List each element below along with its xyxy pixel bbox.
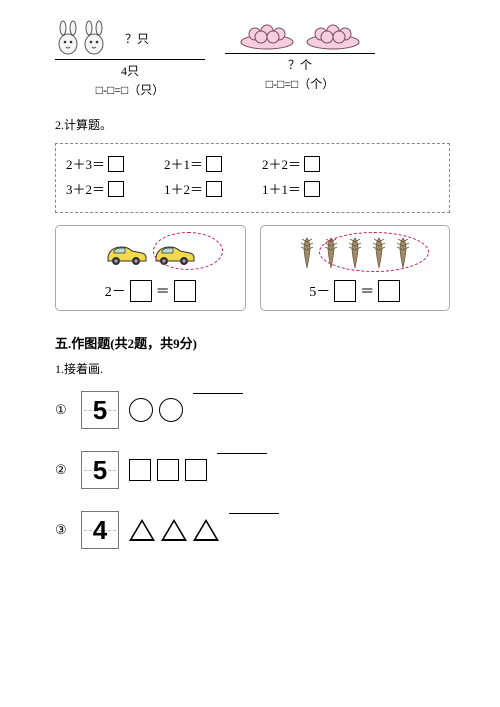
bowl-expr: □-□=□（个）	[266, 75, 335, 92]
top-panel: ？只 4只 □-□=□（只）	[55, 20, 450, 98]
bunny-expr: □-□=□（只）	[96, 81, 165, 98]
shapes	[129, 459, 207, 481]
equation-grid: 2＋3＝ 3＋2＝ 2＋1＝ 1＋2＝ 2＋2＝ 1＋1＝	[66, 154, 439, 198]
number-tile: 4	[81, 511, 119, 549]
eq-text: 1＋2＝	[164, 179, 203, 198]
bowl-icon	[237, 20, 297, 50]
draw-row: ① 5	[55, 391, 450, 429]
number-tile: 5	[81, 391, 119, 429]
worksheet-page: ？只 4只 □-□=□（只）	[0, 0, 500, 707]
answer-box[interactable]	[174, 280, 196, 302]
bunny-total: 4只	[121, 62, 139, 79]
triangle-icon	[129, 519, 155, 541]
answer-box[interactable]	[304, 181, 320, 197]
answer-box[interactable]	[334, 280, 356, 302]
car-box: 2－ ＝	[55, 225, 246, 311]
car-eq: 2－ ＝	[105, 280, 196, 302]
row-num: ③	[55, 522, 71, 538]
bunny-icon	[55, 20, 81, 56]
row-num: ②	[55, 462, 71, 478]
draw-row: ② 5	[55, 451, 450, 489]
draw-row: ③ 4	[55, 511, 450, 549]
eq-text: 3＋2＝	[66, 179, 105, 198]
equals-sign: ＝	[360, 281, 374, 301]
wheat-box: 5－ ＝	[260, 225, 451, 311]
picture-row: 2－ ＝ 5－ ＝	[55, 225, 450, 311]
answer-box[interactable]	[304, 156, 320, 172]
underline	[225, 50, 375, 54]
answer-box[interactable]	[206, 181, 222, 197]
equation: 2＋2＝	[262, 154, 320, 173]
eq-text: 2＋2＝	[262, 154, 301, 173]
answer-box[interactable]	[206, 156, 222, 172]
dashed-oval	[153, 232, 223, 270]
eq-col: 2＋3＝ 3＋2＝	[66, 154, 124, 198]
answer-box[interactable]	[378, 280, 400, 302]
wheat-eq: 5－ ＝	[309, 280, 400, 302]
answer-box[interactable]	[108, 156, 124, 172]
answer-box[interactable]	[108, 181, 124, 197]
equation-box: 2＋3＝ 3＋2＝ 2＋1＝ 1＋2＝ 2＋2＝ 1＋1＝	[55, 143, 450, 213]
eq-text: 2＋3＝	[66, 154, 105, 173]
calc-heading: 2.计算题。	[55, 116, 450, 133]
equation: 1＋2＝	[164, 179, 222, 198]
equation: 3＋2＝	[66, 179, 124, 198]
eq-text: 5－	[309, 281, 330, 301]
equals-sign: ＝	[156, 281, 170, 301]
shapes	[129, 519, 219, 541]
bunny-group	[55, 20, 107, 56]
bunny-icon	[81, 20, 107, 56]
circle-icon	[159, 398, 183, 422]
square-icon	[185, 459, 207, 481]
number-tile: 5	[81, 451, 119, 489]
row-num: ①	[55, 402, 71, 418]
bunny-q-label: ？只	[125, 30, 149, 47]
eq-text: 2＋1＝	[164, 154, 203, 173]
eq-col: 2＋2＝ 1＋1＝	[262, 154, 320, 198]
eq-text: 2－	[105, 281, 126, 301]
continue-line[interactable]	[217, 453, 267, 454]
equation: 2＋3＝	[66, 154, 124, 173]
section5-title: 五.作图题(共2题，共9分)	[55, 333, 450, 352]
equation: 1＋1＝	[262, 179, 320, 198]
square-icon	[129, 459, 151, 481]
eq-col: 2＋1＝ 1＋2＝	[164, 154, 222, 198]
wheat-icon	[296, 236, 318, 270]
bunny-block: ？只 4只 □-□=□（只）	[55, 20, 205, 98]
bowl-q-label: ？个	[288, 56, 312, 73]
answer-box[interactable]	[130, 280, 152, 302]
dashed-oval	[319, 232, 429, 272]
underline	[55, 56, 205, 60]
bowl-icon	[303, 20, 363, 50]
continue-line[interactable]	[193, 393, 243, 394]
section5-sub: 1.接着画.	[55, 360, 450, 377]
square-icon	[157, 459, 179, 481]
car-icon	[104, 239, 148, 267]
triangle-icon	[161, 519, 187, 541]
equation: 2＋1＝	[164, 154, 222, 173]
bowl-block: ？个 □-□=□（个）	[225, 20, 375, 98]
shapes	[129, 398, 183, 422]
circle-icon	[129, 398, 153, 422]
eq-text: 1＋1＝	[262, 179, 301, 198]
triangle-icon	[193, 519, 219, 541]
continue-line[interactable]	[229, 513, 279, 514]
